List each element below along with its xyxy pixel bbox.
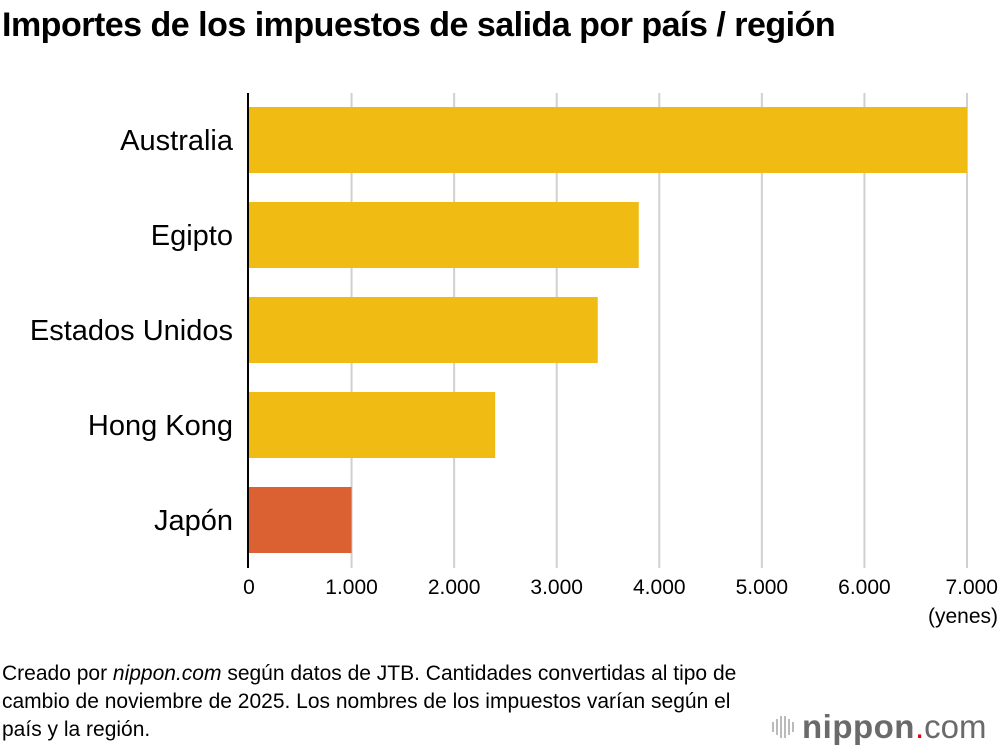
source-note: Creado por nippon.com según datos de JTB…	[2, 660, 762, 744]
category-label: Estados Unidos	[30, 315, 233, 347]
category-label: Australia	[120, 125, 234, 157]
category-label: Egipto	[151, 220, 233, 252]
chart-title: Importes de los impuestos de salida por …	[2, 6, 836, 44]
x-tick-label: 3.000	[530, 576, 583, 599]
category-label: Hong Kong	[88, 410, 233, 442]
x-tick-label: 0	[243, 576, 255, 599]
source-rest: según datos de JTB. Cantidades convertid…	[2, 662, 737, 741]
bar-hong-kong	[249, 392, 496, 458]
bar-chart: 0 1.000 2.000 3.000 4.000 5.000 6.000 7.000 (yen…	[30, 93, 998, 628]
x-tick-label: 2.000	[428, 576, 481, 599]
x-tick-label: 7.000	[945, 576, 998, 599]
category-label: Japón	[154, 505, 233, 537]
bar-egipto	[249, 202, 639, 268]
x-tick-label: 5.000	[736, 576, 789, 599]
bar-estados-unidos	[249, 297, 598, 363]
sound-wave-icon	[772, 716, 794, 738]
nippon-logo: nippon. com	[772, 708, 986, 746]
x-tick-label: 4.000	[633, 576, 686, 599]
x-axis-unit: (yenes)	[928, 605, 998, 628]
source-prefix: Creado por	[2, 662, 113, 685]
x-tick-label: 6.000	[838, 576, 891, 599]
bar-japón	[249, 487, 352, 553]
source-site: nippon.com	[112, 662, 222, 685]
bar-australia	[249, 107, 967, 173]
x-tick-label: 1.000	[325, 576, 378, 599]
